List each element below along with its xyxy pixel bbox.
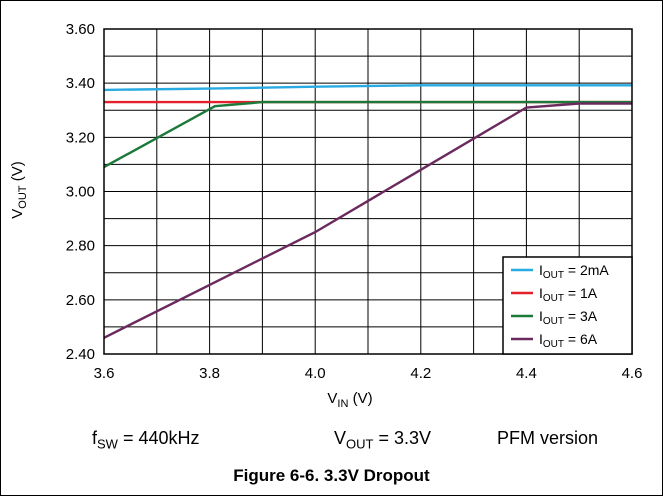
y-tick-label: 2.60 xyxy=(66,292,95,309)
version-note: PFM version xyxy=(497,428,599,448)
y-tick-label: 3.40 xyxy=(66,75,95,92)
output-voltage-note: VOUT = 3.3V xyxy=(334,428,432,452)
y-tick-label: 3.20 xyxy=(66,129,95,146)
x-tick-label: 4.6 xyxy=(622,365,643,382)
legend-entry-label: IOUT = 6A xyxy=(539,331,598,350)
legend: IOUT = 2mA IOUT = 1A IOUT = 3A IOUT = 6A xyxy=(502,256,633,355)
y-tick-label: 3.60 xyxy=(66,21,95,38)
legend-entry-label: IOUT = 3A xyxy=(539,308,598,327)
x-tick-label: 4.0 xyxy=(305,365,326,382)
x-axis-label: VIN (V) xyxy=(327,390,372,410)
x-tick-label: 3.6 xyxy=(94,365,115,382)
switching-frequency-note: fSW = 440kHz xyxy=(92,428,200,452)
plot-area-border xyxy=(103,28,633,355)
y-tick-labels: 3.60 3.40 3.20 3.00 2.80 2.60 2.40 xyxy=(66,21,95,363)
series-lines xyxy=(103,84,632,339)
y-tick-label: 2.80 xyxy=(66,238,95,255)
y-tick-label: 3.00 xyxy=(66,184,95,201)
legend-entry-label: IOUT = 1A xyxy=(539,285,598,304)
dropout-chart: 3.60 3.40 3.20 3.00 2.80 2.60 2.40 3.6 3.8 4.0 4.… xyxy=(9,21,643,410)
figure-caption: Figure 6-6. 3.3V Dropout xyxy=(233,466,430,485)
series-line-1 xyxy=(103,84,632,92)
y-axis-label: VOUT (V) xyxy=(9,161,29,218)
x-tick-label: 3.8 xyxy=(199,365,220,382)
series-line-3 xyxy=(103,100,632,169)
y-tick-label: 2.40 xyxy=(66,346,95,363)
grid-lines xyxy=(104,29,632,354)
x-tick-label: 4.4 xyxy=(516,365,537,382)
series-line-4 xyxy=(103,102,632,339)
x-tick-label: 4.2 xyxy=(410,365,431,382)
x-tick-labels: 3.6 3.8 4.0 4.2 4.4 4.6 xyxy=(94,365,643,382)
legend-entry-label: IOUT = 2mA xyxy=(539,262,609,281)
